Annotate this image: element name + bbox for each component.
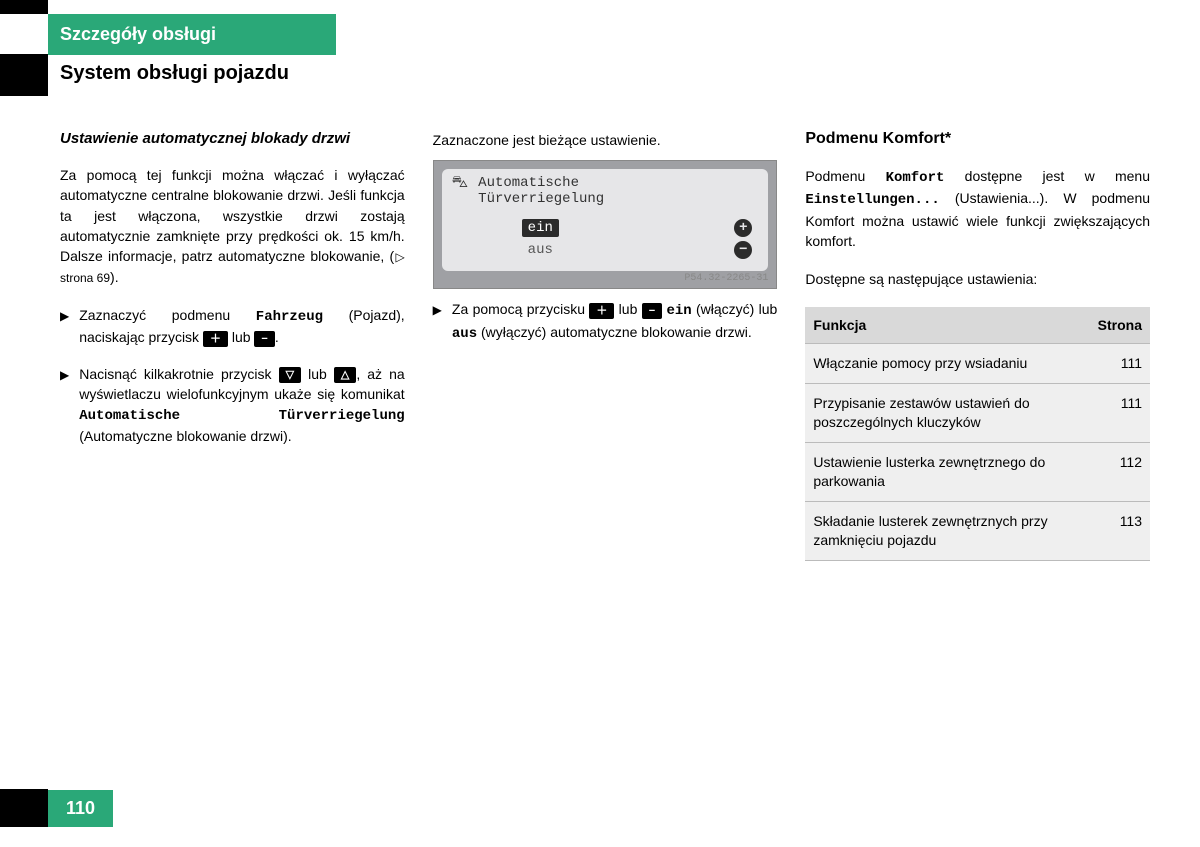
display-options: ein + aus − (452, 217, 759, 261)
c2-mid2: (wyłączyć) automatyczne blokowanie drzwi… (477, 324, 752, 340)
plus-button-icon: ＋ (589, 303, 614, 319)
black-top-strip (0, 0, 48, 14)
col1-step-1: ▶ Zaznaczyć podmenu Fahrzeug (Pojazd), n… (60, 305, 405, 348)
minus-button-icon: − (642, 303, 662, 319)
c2-or: lub (614, 301, 641, 317)
c2-ein: ein (666, 303, 691, 319)
td-func: Przypisanie zestawów ustawień do poszcze… (805, 384, 1080, 443)
s2-or: lub (301, 366, 334, 382)
triangle-bullet-icon: ▶ (60, 367, 69, 447)
table-row: Przypisanie zestawów ustawień do poszcze… (805, 384, 1150, 443)
minus-button-icon: − (254, 331, 274, 347)
col1-intro-text: Za pomocą tej funkcji można włączać i wy… (60, 167, 405, 264)
col1-step-1-text: Zaznaczyć podmenu Fahrzeug (Pojazd), nac… (79, 305, 404, 348)
c3-menu2: Einstellungen... (805, 192, 939, 208)
c2-mid1: (włączyć) lub (692, 301, 778, 317)
td-page: 113 (1080, 501, 1150, 560)
display-title: Automatische Türverriegelung (478, 175, 604, 207)
page-number: 110 (48, 790, 113, 827)
up-button-icon: △ (334, 367, 356, 383)
table-row: Składanie lusterek zewnętrznych przy zam… (805, 501, 1150, 560)
column-2: Zaznaczone jest bieżące ustawienie. ⛍ Au… (433, 130, 778, 561)
th-function: Funkcja (805, 307, 1080, 344)
display-line1: Automatische (478, 175, 604, 191)
s1-end: . (275, 329, 279, 345)
triangle-bullet-icon: ▶ (60, 308, 69, 348)
s1-pre: Zaznaczyć podmenu (79, 307, 256, 323)
triangle-bullet-icon: ▶ (433, 302, 442, 344)
c2-pre: Za pomocą przycisku (452, 301, 589, 317)
display-opt-on: ein (522, 219, 559, 237)
td-func: Składanie lusterek zewnętrznych przy zam… (805, 501, 1080, 560)
section-title: System obsługi pojazdu (60, 62, 289, 85)
display-opt-on-row: ein + (452, 217, 759, 239)
column-1: Ustawienie automatycznej blokady drzwi Z… (60, 130, 405, 561)
display-opt-off: aus (522, 241, 559, 259)
minus-symbol-icon: − (734, 241, 752, 259)
black-side-strip (0, 54, 48, 96)
col3-intro: Podmenu Komfort dostępne jest w menu Ein… (805, 166, 1150, 251)
td-func: Włączanie pomocy przy wsiadaniu (805, 344, 1080, 384)
display-line2: Türverriegelung (478, 191, 604, 207)
table-header-row: Funkcja Strona (805, 307, 1150, 344)
col2-caption: Zaznaczone jest bieżące ustawienie. (433, 130, 778, 150)
s2-end: (Automatyczne blokowanie drzwi). (79, 428, 291, 444)
col3-heading: Podmenu Komfort* (805, 130, 1150, 148)
col1-step-2-text: Nacisnąć kilkakrotnie przycisk ▽ lub △, … (79, 364, 404, 447)
down-button-icon: ▽ (279, 367, 301, 383)
plus-button-icon: ＋ (203, 331, 228, 347)
s2-pre: Nacisnąć kilkakrotnie przycisk (79, 366, 278, 382)
th-page: Strona (1080, 307, 1150, 344)
col1-intro: Za pomocą tej funkcji można włączać i wy… (60, 165, 405, 287)
td-page: 111 (1080, 384, 1150, 443)
display-panel: ⛍ Automatische Türverriegelung ein + aus… (442, 169, 769, 271)
col2-step: ▶ Za pomocą przycisku ＋ lub − ein (włącz… (433, 299, 778, 344)
settings-table: Funkcja Strona Włączanie pomocy przy wsi… (805, 307, 1150, 560)
s1-or: lub (228, 329, 254, 345)
td-func: Ustawienie lusterka zewnętrznego do park… (805, 443, 1080, 502)
car-icon: ⛍ (452, 175, 469, 191)
c3-mid: dostępne jest w menu (944, 168, 1150, 184)
c3-pre: Podmenu (805, 168, 885, 184)
td-page: 112 (1080, 443, 1150, 502)
s1-menu: Fahrzeug (256, 309, 323, 325)
plus-symbol-icon: + (734, 219, 752, 237)
display-title-row: ⛍ Automatische Türverriegelung (452, 175, 759, 207)
column-3: Podmenu Komfort* Podmenu Komfort dostępn… (805, 130, 1150, 561)
td-page: 111 (1080, 344, 1150, 384)
col3-available: Dostępne są następujące ustawienia: (805, 269, 1150, 289)
col2-step-text: Za pomocą przycisku ＋ lub − ein (włączyć… (452, 299, 777, 344)
c2-aus: aus (452, 326, 477, 342)
table-row: Włączanie pomocy przy wsiadaniu 111 (805, 344, 1150, 384)
c3-menu: Komfort (886, 170, 945, 186)
instrument-display-figure: ⛍ Automatische Türverriegelung ein + aus… (433, 160, 778, 289)
content-columns: Ustawienie automatycznej blokady drzwi Z… (60, 130, 1150, 561)
display-opt-off-row: aus − (452, 239, 759, 261)
s2-msg: Automatische Türverriegelung (79, 408, 404, 424)
col1-intro-close: ). (110, 269, 119, 285)
col1-subheading: Ustawienie automatycznej blokady drzwi (60, 130, 405, 147)
figure-code: P54.32-2265-31 (442, 271, 769, 284)
chapter-tab: Szczegóły obsługi (48, 14, 336, 55)
black-bottom-corner (0, 789, 48, 827)
table-row: Ustawienie lusterka zewnętrznego do park… (805, 443, 1150, 502)
col1-step-2: ▶ Nacisnąć kilkakrotnie przycisk ▽ lub △… (60, 364, 405, 447)
